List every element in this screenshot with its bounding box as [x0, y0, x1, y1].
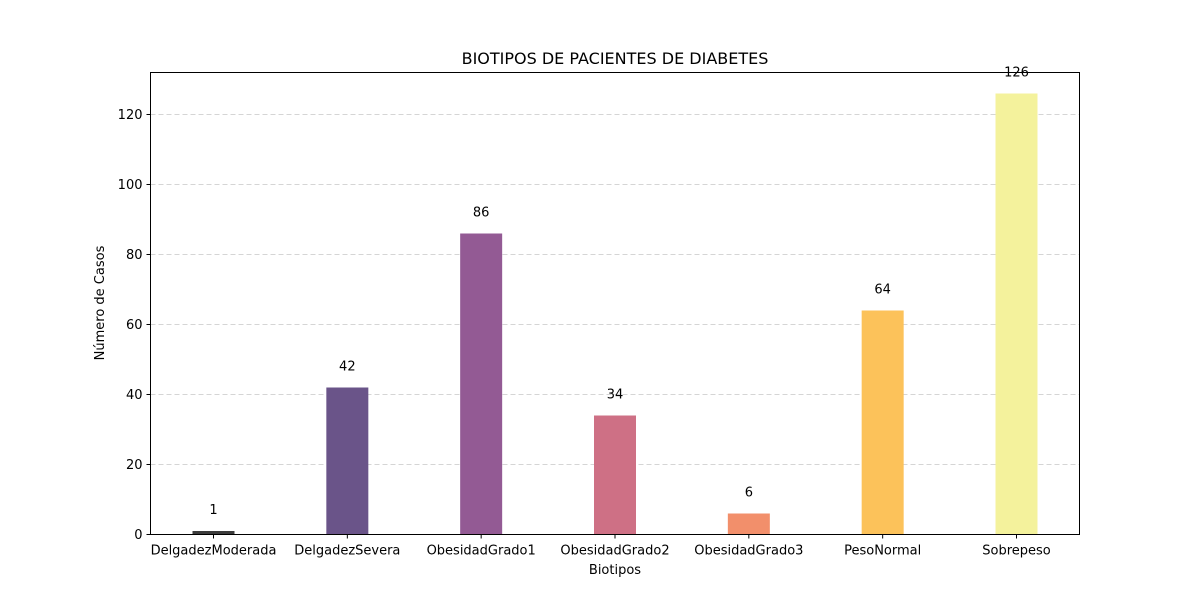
- bar: [594, 415, 636, 535]
- bar: [460, 233, 503, 535]
- y-tick-label: 100: [118, 178, 143, 193]
- y-axis-ticks: 0 20 40 60 80 100 120: [118, 108, 151, 543]
- x-tick-label: DelgadezSevera: [294, 544, 400, 559]
- y-tick-label: 120: [118, 108, 143, 123]
- bar: [326, 387, 369, 535]
- bar: [995, 93, 1038, 535]
- bar-value-label: 64: [874, 283, 891, 298]
- x-axis-label: Biotipos: [589, 563, 641, 578]
- y-tick-label: 40: [126, 388, 143, 403]
- x-tick-label: DelgadezModerada: [151, 544, 277, 559]
- x-axis-ticks: DelgadezModerada DelgadezSevera ObesidadGr…: [151, 534, 1051, 559]
- y-tick-label: 20: [126, 458, 143, 473]
- x-tick-label: PesoNormal: [844, 544, 921, 559]
- y-tick-label: 60: [126, 318, 143, 333]
- bar-value-label: 6: [745, 486, 753, 501]
- bar: [192, 531, 235, 535]
- bar: [861, 310, 904, 535]
- grid-layer: [150, 114, 1080, 465]
- bar-value-label: 86: [473, 206, 490, 221]
- bar-value-label: 34: [607, 388, 624, 403]
- x-tick-label: Sobrepeso: [982, 544, 1051, 559]
- chart-title: BIOTIPOS DE PACIENTES DE DIABETES: [462, 49, 769, 68]
- y-axis-label: Número de Casos: [93, 245, 108, 360]
- bar-layer: [192, 93, 1038, 535]
- y-tick-label: 80: [126, 248, 143, 263]
- x-tick-label: ObesidadGrado1: [427, 544, 536, 559]
- y-tick-label: 0: [134, 528, 142, 543]
- x-tick-label: ObesidadGrado3: [694, 544, 803, 559]
- bar-value-label: 42: [339, 360, 356, 375]
- bar: [727, 513, 770, 535]
- x-tick-label: ObesidadGrado2: [560, 544, 669, 559]
- bar-value-label: 1: [209, 503, 217, 518]
